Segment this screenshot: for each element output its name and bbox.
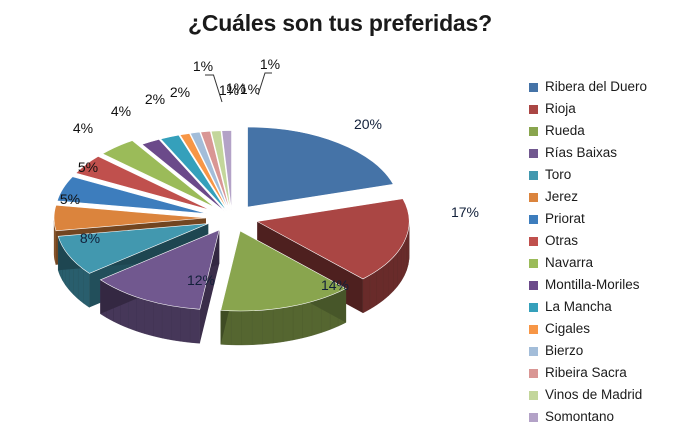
legend-item[interactable]: Ribeira Sacra <box>529 362 677 384</box>
legend-item[interactable]: Somontano <box>529 406 677 428</box>
legend-item[interactable]: Rías Baixas <box>529 142 677 164</box>
legend-color-swatch <box>529 171 538 180</box>
legend-item[interactable]: Navarra <box>529 252 677 274</box>
pie-slice-data-label: 1% <box>218 82 240 98</box>
legend-item[interactable]: La Mancha <box>529 296 677 318</box>
legend-item-label: Ribeira Sacra <box>545 365 627 380</box>
pie-slice[interactable] <box>101 140 216 208</box>
pie-slice[interactable] <box>221 130 232 211</box>
legend-color-swatch <box>529 303 538 312</box>
legend-item-label: Jerez <box>545 189 579 204</box>
pie-slice-data-label: 4% <box>110 103 132 119</box>
legend-item-label: Vinos de Madrid <box>545 387 643 402</box>
legend-color-swatch <box>529 127 538 136</box>
legend-item[interactable]: Toro <box>529 164 677 186</box>
legend-item-label: La Mancha <box>545 299 612 314</box>
pie-slice[interactable] <box>56 176 208 214</box>
legend-color-swatch <box>529 325 538 334</box>
legend-color-swatch <box>529 193 538 202</box>
legend-item[interactable]: Bierzo <box>529 340 677 362</box>
legend-item[interactable]: Vinos de Madrid <box>529 384 677 406</box>
pie-plot-area <box>0 40 525 431</box>
legend-color-swatch <box>529 369 538 378</box>
legend-color-swatch <box>529 237 538 246</box>
pie-slice-data-label: 1% <box>225 80 247 96</box>
legend-item[interactable]: Otras <box>529 230 677 252</box>
legend-item-label: Rioja <box>545 101 576 116</box>
legend-color-swatch <box>529 347 538 356</box>
chart-legend: Ribera del Duero Rioja Rueda Rías Baixas Tor… <box>529 76 677 428</box>
legend-color-swatch <box>529 281 538 290</box>
legend-item-label: Bierzo <box>545 343 584 358</box>
legend-item[interactable]: Jerez <box>529 186 677 208</box>
pie-svg <box>53 126 410 346</box>
pie-slice-data-label: 4% <box>72 120 94 136</box>
pie-slice-data-label: 17% <box>450 204 480 220</box>
pie-slice[interactable] <box>179 133 229 211</box>
pie-slice-data-label: 2% <box>169 84 191 100</box>
pie-slice[interactable] <box>189 131 230 211</box>
pie-slice-data-label: 2% <box>144 91 166 107</box>
legend-item[interactable]: Cigales <box>529 318 677 340</box>
legend-color-swatch <box>529 149 538 158</box>
pie-slice[interactable] <box>256 198 410 280</box>
legend-item-label: Rías Baixas <box>545 145 618 160</box>
legend-item-label: Ribera del Duero <box>545 79 648 94</box>
pie-slice[interactable] <box>53 204 207 232</box>
legend-item-label: Somontano <box>545 409 615 424</box>
legend-color-swatch <box>529 391 538 400</box>
pie-slice-data-label: 5% <box>59 191 81 207</box>
pie-slice-data-label: 1% <box>239 81 261 97</box>
pie-slice[interactable] <box>220 230 347 312</box>
legend-item-label: Otras <box>545 233 579 248</box>
pie-slice-data-label: 12% <box>186 272 216 288</box>
legend-item-label: Montilla-Moriles <box>545 277 640 292</box>
pie-slice-data-label: 8% <box>79 230 101 246</box>
pie-slice[interactable] <box>160 134 227 212</box>
pie-slice[interactable] <box>99 229 220 310</box>
legend-color-swatch <box>529 259 538 268</box>
legend-item[interactable]: Montilla-Moriles <box>529 274 677 296</box>
legend-color-swatch <box>529 83 538 92</box>
pie-slice[interactable] <box>200 130 231 211</box>
pie-slice[interactable] <box>210 130 231 211</box>
legend-item[interactable]: Rueda <box>529 120 677 142</box>
legend-color-swatch <box>529 105 538 114</box>
legend-color-swatch <box>529 215 538 224</box>
pie-slice[interactable] <box>141 139 226 212</box>
legend-item-label: Toro <box>545 167 572 182</box>
legend-item[interactable]: Rioja <box>529 98 677 120</box>
legend-item[interactable]: Ribera del Duero <box>529 76 677 98</box>
legend-item[interactable]: Priorat <box>529 208 677 230</box>
legend-item-label: Cigales <box>545 321 591 336</box>
legend-color-swatch <box>529 413 538 422</box>
pie-slice-data-label: 1% <box>259 56 281 72</box>
legend-item-label: Priorat <box>545 211 585 226</box>
pie-slice-data-label: 20% <box>353 116 383 132</box>
pie-slice[interactable] <box>57 223 209 274</box>
pie-slice-data-label: 5% <box>77 159 99 175</box>
chart-title: ¿Cuáles son tus preferidas? <box>188 10 492 36</box>
legend-item-label: Rueda <box>545 123 585 138</box>
legend-item-label: Navarra <box>545 255 594 270</box>
pie-slice-data-label: 1% <box>192 58 214 74</box>
pie-slice-data-label: 14% <box>320 277 350 293</box>
pie-slice[interactable] <box>75 156 211 211</box>
pie-slice[interactable] <box>247 126 394 208</box>
